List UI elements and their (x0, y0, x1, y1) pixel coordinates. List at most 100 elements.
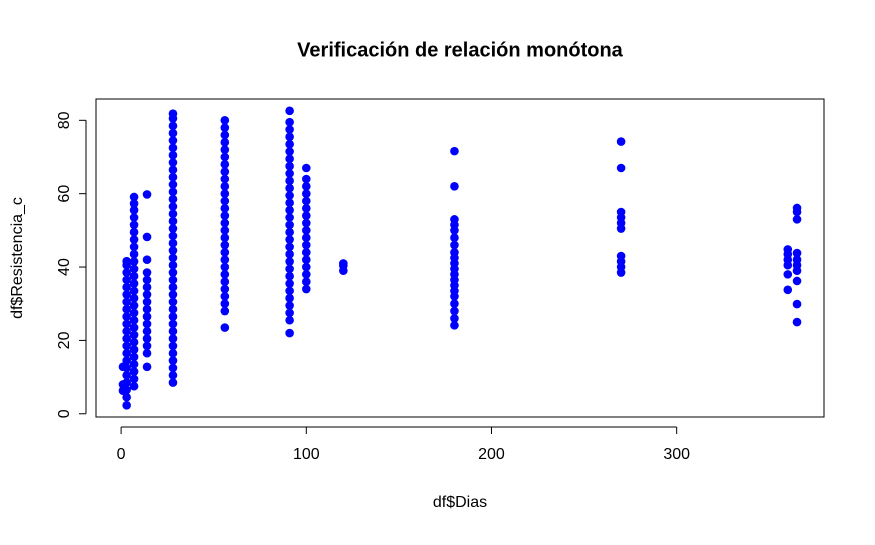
point (285, 308, 294, 318)
point (285, 286, 294, 296)
point (168, 224, 178, 233)
point (142, 319, 152, 329)
point (301, 226, 311, 235)
point (285, 125, 294, 134)
point (450, 233, 459, 242)
point (220, 211, 230, 220)
point (142, 348, 152, 358)
point (142, 190, 152, 199)
point (168, 158, 178, 167)
point (122, 341, 131, 351)
point (285, 132, 294, 142)
point (220, 292, 230, 301)
point (220, 152, 230, 162)
point (168, 348, 178, 358)
point (285, 242, 294, 252)
point (301, 218, 311, 228)
point (168, 187, 178, 197)
point (285, 154, 294, 164)
point (301, 284, 311, 294)
point (122, 385, 131, 395)
point (339, 259, 348, 268)
point (122, 348, 131, 358)
y-tick-label: 0 (56, 409, 73, 418)
point (220, 116, 230, 125)
point (168, 202, 178, 211)
point (450, 299, 459, 309)
point (220, 255, 230, 265)
point (129, 293, 139, 303)
point (142, 362, 152, 372)
point (220, 240, 230, 250)
point (168, 304, 178, 314)
point (168, 363, 178, 373)
chart-title: Verificación de relación monótona (297, 39, 624, 61)
point (122, 275, 131, 285)
point (301, 174, 311, 184)
point (301, 189, 311, 198)
point (168, 165, 178, 175)
point (301, 255, 311, 265)
point (301, 248, 311, 257)
point (220, 123, 230, 132)
point (616, 137, 626, 146)
point (450, 306, 459, 316)
point (142, 334, 152, 343)
point (450, 248, 459, 257)
point (129, 264, 139, 274)
point (301, 262, 311, 272)
point (122, 297, 131, 307)
point (450, 240, 459, 250)
point (168, 172, 178, 182)
point (450, 215, 459, 224)
point (301, 277, 311, 287)
point (301, 196, 311, 206)
point (285, 147, 294, 156)
point (168, 136, 178, 145)
point (792, 317, 802, 327)
point (122, 290, 131, 299)
point (783, 245, 793, 254)
point (168, 378, 178, 387)
point (122, 256, 131, 266)
point (122, 370, 131, 380)
point (285, 183, 294, 193)
point (129, 381, 139, 391)
point (301, 182, 311, 191)
point (450, 182, 459, 191)
point (168, 194, 178, 204)
point (129, 330, 139, 340)
point (168, 319, 178, 329)
point (783, 285, 793, 295)
point (301, 163, 311, 173)
point (122, 401, 131, 410)
point (220, 323, 230, 332)
point (301, 211, 311, 220)
point (285, 220, 294, 230)
point (168, 370, 178, 380)
point (129, 352, 139, 362)
point (285, 117, 294, 127)
point (122, 378, 131, 387)
point (129, 271, 139, 281)
point (122, 304, 131, 314)
y-tick-label: 20 (56, 331, 73, 349)
point (220, 189, 230, 198)
point (168, 268, 178, 277)
point (450, 321, 459, 330)
y-axis-label: df$Resistencia_c (9, 197, 26, 319)
point (220, 277, 230, 287)
point (285, 205, 294, 215)
point (168, 253, 178, 263)
point (122, 356, 131, 365)
point (142, 312, 152, 321)
point (450, 314, 459, 323)
point (220, 306, 230, 316)
point (122, 282, 131, 292)
point (285, 257, 294, 266)
point (168, 246, 178, 255)
point (285, 264, 294, 274)
point (129, 286, 139, 296)
point (122, 319, 131, 329)
